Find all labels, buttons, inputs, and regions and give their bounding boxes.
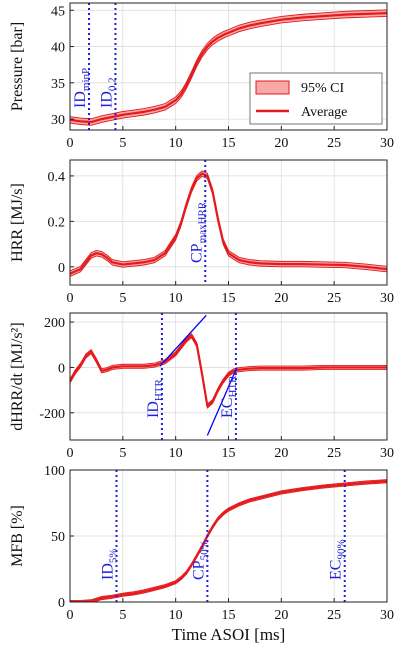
x-tick-label: 15 bbox=[222, 136, 236, 151]
x-tick-label: 20 bbox=[274, 446, 288, 461]
plot-content bbox=[70, 470, 387, 602]
x-tick-label: 25 bbox=[327, 608, 341, 623]
y-axis-label: dHRR/dt [MJ/s²] bbox=[9, 322, 26, 430]
x-tick-label: 0 bbox=[67, 608, 74, 623]
y-tick-label: 200 bbox=[44, 316, 65, 331]
tangent-line bbox=[206, 367, 238, 436]
plot-content bbox=[70, 3, 387, 130]
y-tick-label: -200 bbox=[39, 407, 65, 422]
tangent-line bbox=[159, 314, 207, 367]
x-tick-label: 5 bbox=[119, 446, 126, 461]
x-tick-label: 30 bbox=[380, 608, 394, 623]
x-tick-label: 25 bbox=[327, 291, 341, 306]
panel-2: CPmaxHRR 0 5 10 15 20 25 30 0 0.2 0.4 HRR [MJ/s] bbox=[9, 159, 394, 306]
event-marker-subscript: 0.2 bbox=[106, 77, 118, 91]
x-tick-label: 30 bbox=[380, 291, 394, 306]
average-line bbox=[70, 172, 387, 275]
event-marker-subscript: maxHRR bbox=[196, 201, 208, 243]
plot-content bbox=[70, 160, 387, 285]
y-tick-label: 0 bbox=[58, 261, 65, 276]
y-tick-label: 0.4 bbox=[48, 170, 66, 185]
x-tick-label: 25 bbox=[327, 136, 341, 151]
x-tick-label: 0 bbox=[67, 291, 74, 306]
y-tick-label: 0 bbox=[58, 361, 65, 376]
x-tick-label: 5 bbox=[119, 608, 126, 623]
x-tick-label: 5 bbox=[119, 291, 126, 306]
average-line bbox=[70, 480, 387, 602]
y-tick-label: 35 bbox=[51, 77, 65, 92]
x-tick-label: 10 bbox=[169, 446, 183, 461]
x-tick-label: 20 bbox=[274, 291, 288, 306]
y-tick-label: 100 bbox=[44, 464, 65, 479]
event-marker-subscript: minP bbox=[80, 68, 92, 91]
x-tick-label: 30 bbox=[380, 136, 394, 151]
x-tick-label: 20 bbox=[274, 608, 288, 623]
x-tick-label: 0 bbox=[67, 136, 74, 151]
legend: 95% CI Average bbox=[249, 72, 383, 125]
event-marker-subscript: HTR bbox=[227, 375, 239, 398]
average-line bbox=[70, 334, 387, 408]
x-tick-label: 10 bbox=[169, 136, 183, 151]
y-axis-label: HRR [MJ/s] bbox=[9, 183, 26, 262]
average-line bbox=[70, 12, 387, 124]
event-marker-subscript: HTR bbox=[153, 378, 165, 401]
event-marker-label: CPmaxHRR bbox=[188, 201, 208, 263]
x-axis-label: Time ASOI [ms] bbox=[172, 625, 286, 644]
y-tick-label: 45 bbox=[51, 4, 65, 19]
x-tick-label: 15 bbox=[222, 291, 236, 306]
x-tick-label: 25 bbox=[327, 446, 341, 461]
y-tick-label: 50 bbox=[51, 530, 65, 545]
y-tick-label: 40 bbox=[51, 41, 65, 56]
x-tick-label: 30 bbox=[380, 446, 394, 461]
y-tick-label: 0.2 bbox=[48, 215, 66, 230]
x-tick-label: 0 bbox=[67, 446, 74, 461]
x-tick-label: 20 bbox=[274, 136, 288, 151]
legend-average-label: Average bbox=[301, 105, 347, 120]
ci-band bbox=[70, 479, 387, 602]
event-marker-subscript: 5% bbox=[107, 548, 119, 563]
x-tick-label: 10 bbox=[169, 608, 183, 623]
plot-content bbox=[70, 313, 387, 440]
event-marker-subscript: 90% bbox=[336, 539, 348, 559]
y-axis-label: MFB [%] bbox=[9, 505, 26, 567]
x-tick-label: 10 bbox=[169, 291, 183, 306]
event-marker-subscript: 50% bbox=[198, 540, 210, 560]
x-tick-label: 5 bbox=[119, 136, 126, 151]
legend-ci-swatch bbox=[255, 80, 290, 95]
legend-ci-label: 95% CI bbox=[301, 81, 345, 96]
x-tick-label: 15 bbox=[222, 446, 236, 461]
y-tick-label: 30 bbox=[51, 113, 65, 128]
ci-band bbox=[70, 332, 387, 409]
x-tick-label: 15 bbox=[222, 608, 236, 623]
y-tick-label: 0 bbox=[58, 596, 65, 611]
y-axis-label: Pressure [bar] bbox=[9, 22, 26, 111]
